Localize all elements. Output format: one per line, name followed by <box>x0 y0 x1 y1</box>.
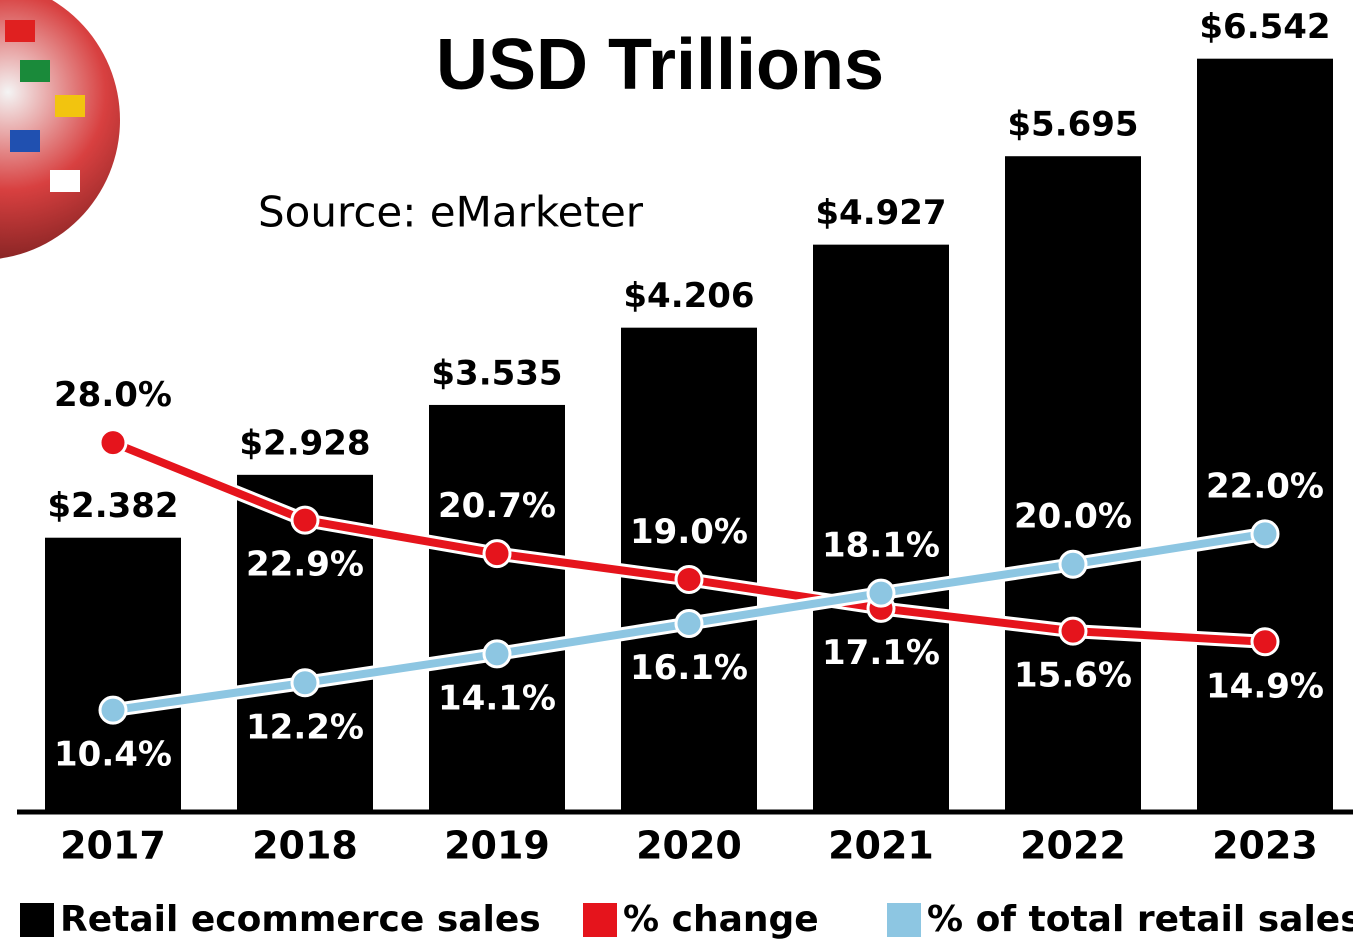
legend-swatch <box>20 903 54 937</box>
line-marker <box>1250 627 1280 657</box>
legend-label: Retail ecommerce sales <box>60 899 541 940</box>
chart-subtitle: Source: eMarketer <box>258 188 644 237</box>
chart-title: USD Trillions <box>436 25 884 105</box>
x-tick-label: 2022 <box>1020 824 1126 868</box>
line-value-label: 20.0% <box>1014 497 1132 537</box>
globe-decoration <box>0 0 120 259</box>
line-marker <box>866 578 896 608</box>
x-tick-label: 2018 <box>252 824 358 868</box>
line-marker <box>674 564 704 594</box>
line-value-label: 14.9% <box>1206 666 1324 706</box>
line-value-label: 16.1% <box>630 648 748 688</box>
bar-value-label: $5.695 <box>1007 105 1138 145</box>
line-value-label: 28.0% <box>54 375 172 415</box>
line-marker <box>482 539 512 569</box>
line-value-label: 18.1% <box>822 526 940 566</box>
line-marker <box>1058 549 1088 579</box>
x-tick-label: 2020 <box>636 824 742 868</box>
line-marker <box>290 505 320 535</box>
line-marker <box>98 428 128 458</box>
bar-value-label: $2.928 <box>239 423 370 463</box>
x-tick-label: 2023 <box>1212 824 1318 868</box>
bar-value-label: $2.382 <box>47 486 178 526</box>
line-marker <box>674 609 704 639</box>
legend-label: % change <box>623 899 819 940</box>
x-tick-label: 2021 <box>828 824 934 868</box>
line-value-label: 22.0% <box>1206 466 1324 506</box>
bar <box>1197 58 1333 813</box>
line-value-label: 12.2% <box>246 707 364 747</box>
bar-value-label: $6.542 <box>1199 7 1330 47</box>
x-tick-label: 2017 <box>60 824 166 868</box>
line-marker <box>290 668 320 698</box>
line-marker <box>98 695 128 725</box>
bar <box>1005 156 1141 812</box>
line-value-label: 22.9% <box>246 545 364 585</box>
line-value-label: 15.6% <box>1014 656 1132 696</box>
line-value-label: 20.7% <box>438 486 556 526</box>
bar-value-label: $4.927 <box>815 193 946 233</box>
legend-label: % of total retail sales <box>927 899 1353 940</box>
line-marker <box>1058 616 1088 646</box>
line-marker <box>1250 519 1280 549</box>
x-tick-label: 2019 <box>444 824 550 868</box>
line-value-label: 14.1% <box>438 678 556 718</box>
line-value-label: 17.1% <box>822 633 940 673</box>
bar <box>429 404 565 812</box>
legend-swatch <box>887 903 921 937</box>
bar <box>45 537 181 812</box>
bar-value-label: $4.206 <box>623 276 754 316</box>
line-value-label: 19.0% <box>630 512 748 552</box>
bar-value-label: $3.535 <box>431 353 562 393</box>
bar <box>813 244 949 812</box>
legend-swatch <box>583 903 617 937</box>
line-marker <box>482 639 512 669</box>
line-value-label: 10.4% <box>54 735 172 775</box>
